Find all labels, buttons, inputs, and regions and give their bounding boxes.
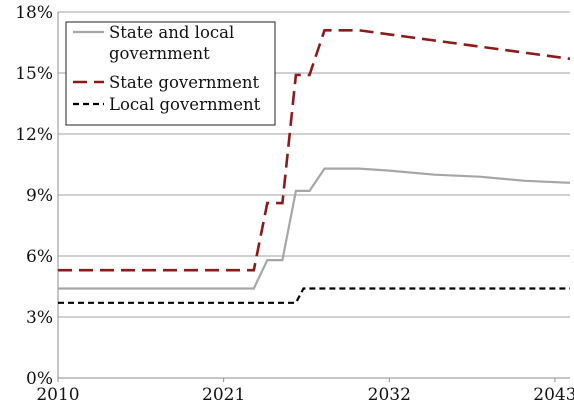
y-tick-label: 9% (26, 186, 53, 206)
y-tick-labels: 0% 3% 6% 9% 12% 15% 18% (15, 3, 53, 389)
legend-label: State and local (109, 23, 234, 42)
series-line-state-government (58, 28, 571, 272)
x-tick-label: 2032 (368, 385, 411, 405)
x-tick-label: 2010 (36, 385, 79, 405)
y-tick-label: 3% (26, 308, 53, 328)
series-lines (58, 28, 571, 304)
y-tick-label: 15% (15, 64, 53, 84)
series-line-local-government (58, 287, 570, 304)
axes (57, 12, 570, 382)
x-tick-label: 2043 (533, 385, 574, 405)
legend-label: State government (109, 73, 260, 92)
legend: State and local government State governmen… (65, 21, 276, 126)
y-tick-label: 6% (26, 247, 53, 267)
series-line-state-and-local-government (58, 167, 571, 290)
y-tick-label: 18% (15, 3, 53, 23)
y-tick-label: 0% (26, 369, 53, 389)
legend-label: Local government (109, 95, 261, 114)
y-tick-label: 12% (15, 125, 53, 145)
x-tick-labels: 2010 2021 2032 2043 (36, 385, 574, 405)
legend-label: government (109, 44, 210, 63)
x-tick-label: 2021 (202, 385, 245, 405)
legend-box (65, 21, 276, 126)
